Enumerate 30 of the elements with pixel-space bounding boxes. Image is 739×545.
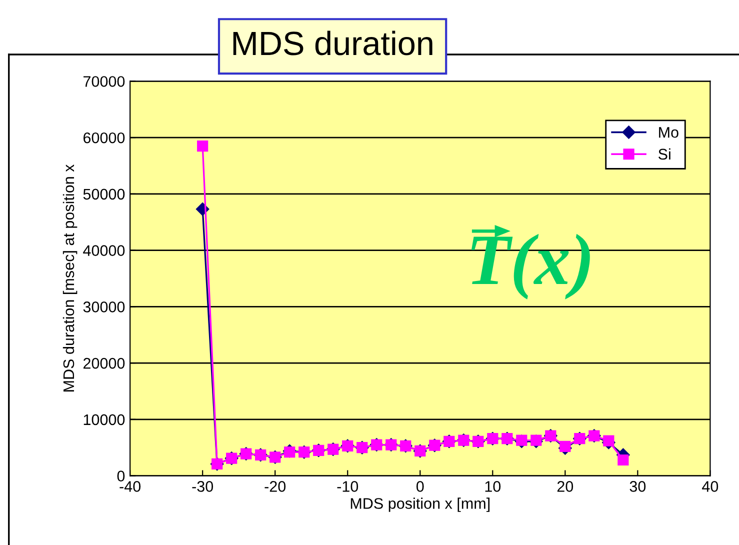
x-tick-label: 40 — [702, 481, 718, 492]
point — [618, 454, 629, 466]
y-tick-label: 30000 — [83, 302, 125, 312]
x-tick-label: -10 — [337, 481, 358, 492]
x-tick-label: 30 — [630, 481, 646, 492]
y-tick-label: 10000 — [84, 414, 125, 426]
point — [560, 440, 571, 452]
point — [197, 140, 208, 152]
y-tick-label: 70000 — [84, 76, 125, 87]
y-tick-label: 40000 — [83, 245, 125, 256]
legend-label: Mo — [659, 127, 678, 138]
annotation: T(x) — [471, 234, 590, 300]
point — [284, 446, 296, 458]
x-tick-label: 10 — [485, 481, 501, 492]
legend-label: Si — [658, 148, 670, 160]
x-tick-label: 20 — [557, 481, 574, 492]
point — [603, 435, 614, 446]
x-tick-label: -20 — [264, 481, 286, 492]
x-tick-label: -30 — [192, 481, 214, 492]
y-tick-label: 0 — [117, 470, 125, 482]
y-tick-label: 60000 — [84, 132, 125, 144]
point — [530, 434, 542, 446]
y-tick-label: 50000 — [83, 188, 125, 200]
point — [516, 434, 528, 446]
chart-title: MDS duration — [233, 30, 432, 56]
x-axis-title: MDS position x [mm] — [350, 498, 490, 512]
x-tick-label: -40 — [120, 481, 141, 492]
y-tick-label: 20000 — [83, 358, 125, 369]
x-tick-label: 0 — [416, 481, 424, 492]
y-axis-title: MDS duration [msec] at position x — [62, 164, 78, 392]
